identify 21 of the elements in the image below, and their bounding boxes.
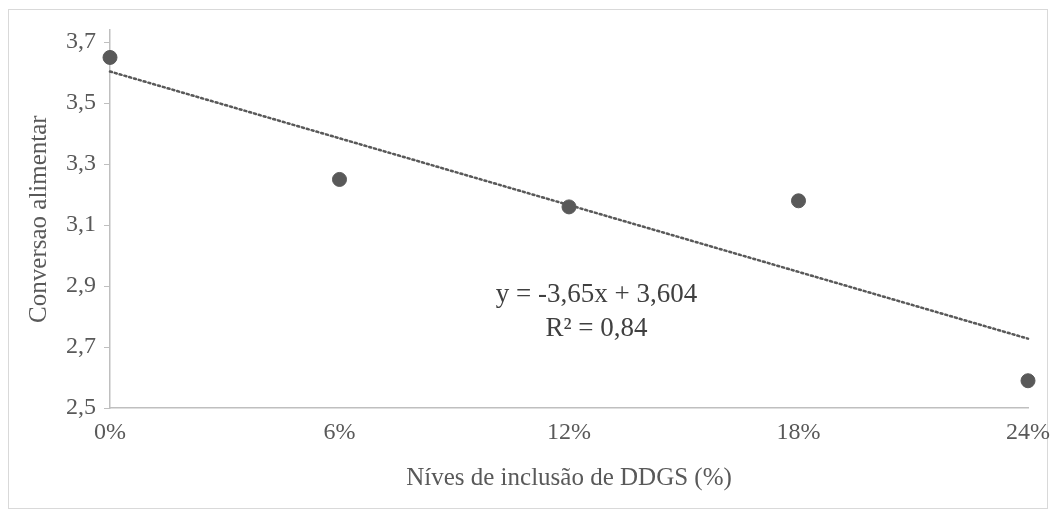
point	[332, 171, 347, 187]
y-tick-label: 2,7	[66, 332, 96, 359]
point	[102, 49, 118, 65]
point	[561, 199, 577, 215]
y-tick-label: 3,7	[66, 27, 96, 54]
annotation: R² = 0,84	[545, 311, 649, 342]
x-tick-label: 12%	[547, 417, 591, 444]
y-tick-label: 2,5	[66, 393, 96, 420]
y-axis-title: Conversao alimentar	[23, 114, 51, 323]
y-tick-label: 3,1	[66, 210, 96, 237]
point	[791, 193, 806, 209]
point	[1020, 373, 1036, 389]
y-tick-label: 3,5	[66, 88, 96, 115]
annotation: y = -3,65x + 3,604	[495, 277, 698, 308]
x-tick-label: 6%	[323, 417, 356, 444]
y-tick-label: 3,3	[66, 149, 96, 176]
y-tick-label: 2,9	[66, 271, 96, 298]
x-tick-label: 18%	[776, 417, 821, 444]
x-axis-title: Níves de inclusão de DDGS (%)	[406, 462, 732, 491]
x-tick-label: 24%	[1006, 417, 1050, 444]
x-tick-label: 0%	[94, 417, 126, 444]
